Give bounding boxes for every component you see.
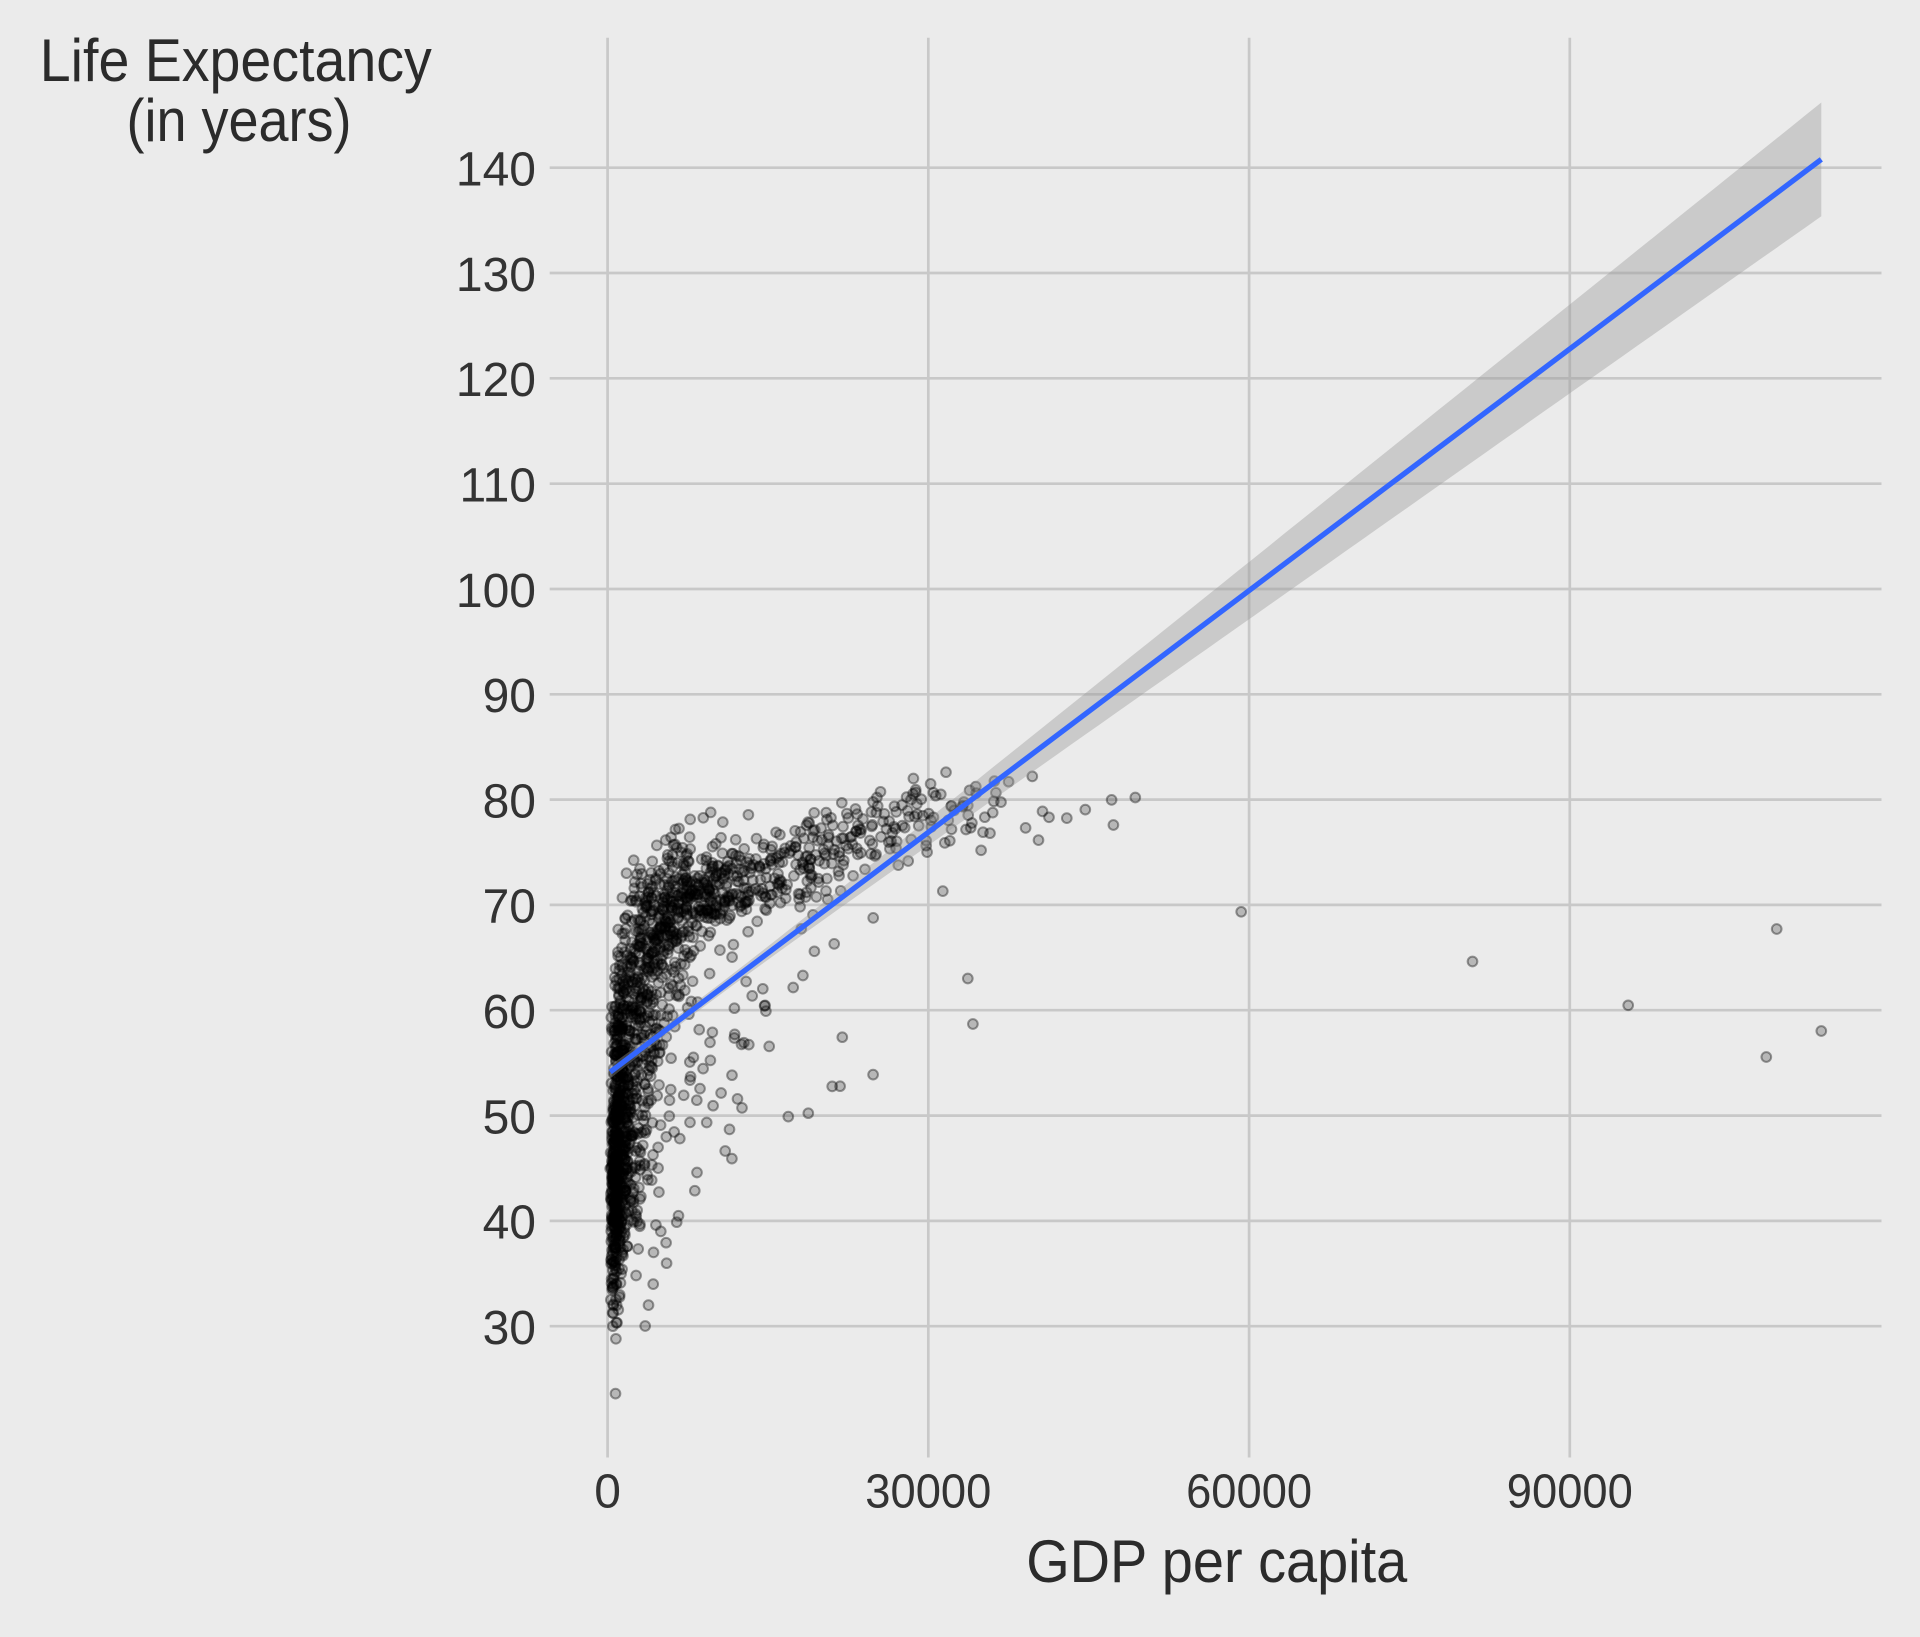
svg-text:(in years): (in years) <box>127 86 352 154</box>
svg-text:50: 50 <box>483 1091 536 1144</box>
svg-text:Life Expectancy: Life Expectancy <box>40 26 433 94</box>
svg-text:110: 110 <box>459 460 536 513</box>
svg-text:30000: 30000 <box>865 1466 991 1519</box>
svg-text:90000: 90000 <box>1507 1466 1633 1519</box>
svg-text:60000: 60000 <box>1186 1466 1312 1519</box>
svg-text:100: 100 <box>456 565 536 618</box>
svg-text:70: 70 <box>483 881 536 934</box>
svg-text:0: 0 <box>594 1466 621 1519</box>
svg-text:90: 90 <box>483 670 536 723</box>
svg-text:80: 80 <box>483 775 536 828</box>
svg-text:30: 30 <box>483 1302 536 1355</box>
svg-text:GDP per capita: GDP per capita <box>1026 1527 1407 1595</box>
svg-text:130: 130 <box>456 249 536 302</box>
svg-text:60: 60 <box>483 986 536 1039</box>
svg-text:40: 40 <box>483 1197 536 1250</box>
svg-text:140: 140 <box>456 144 536 197</box>
svg-text:120: 120 <box>456 354 536 407</box>
